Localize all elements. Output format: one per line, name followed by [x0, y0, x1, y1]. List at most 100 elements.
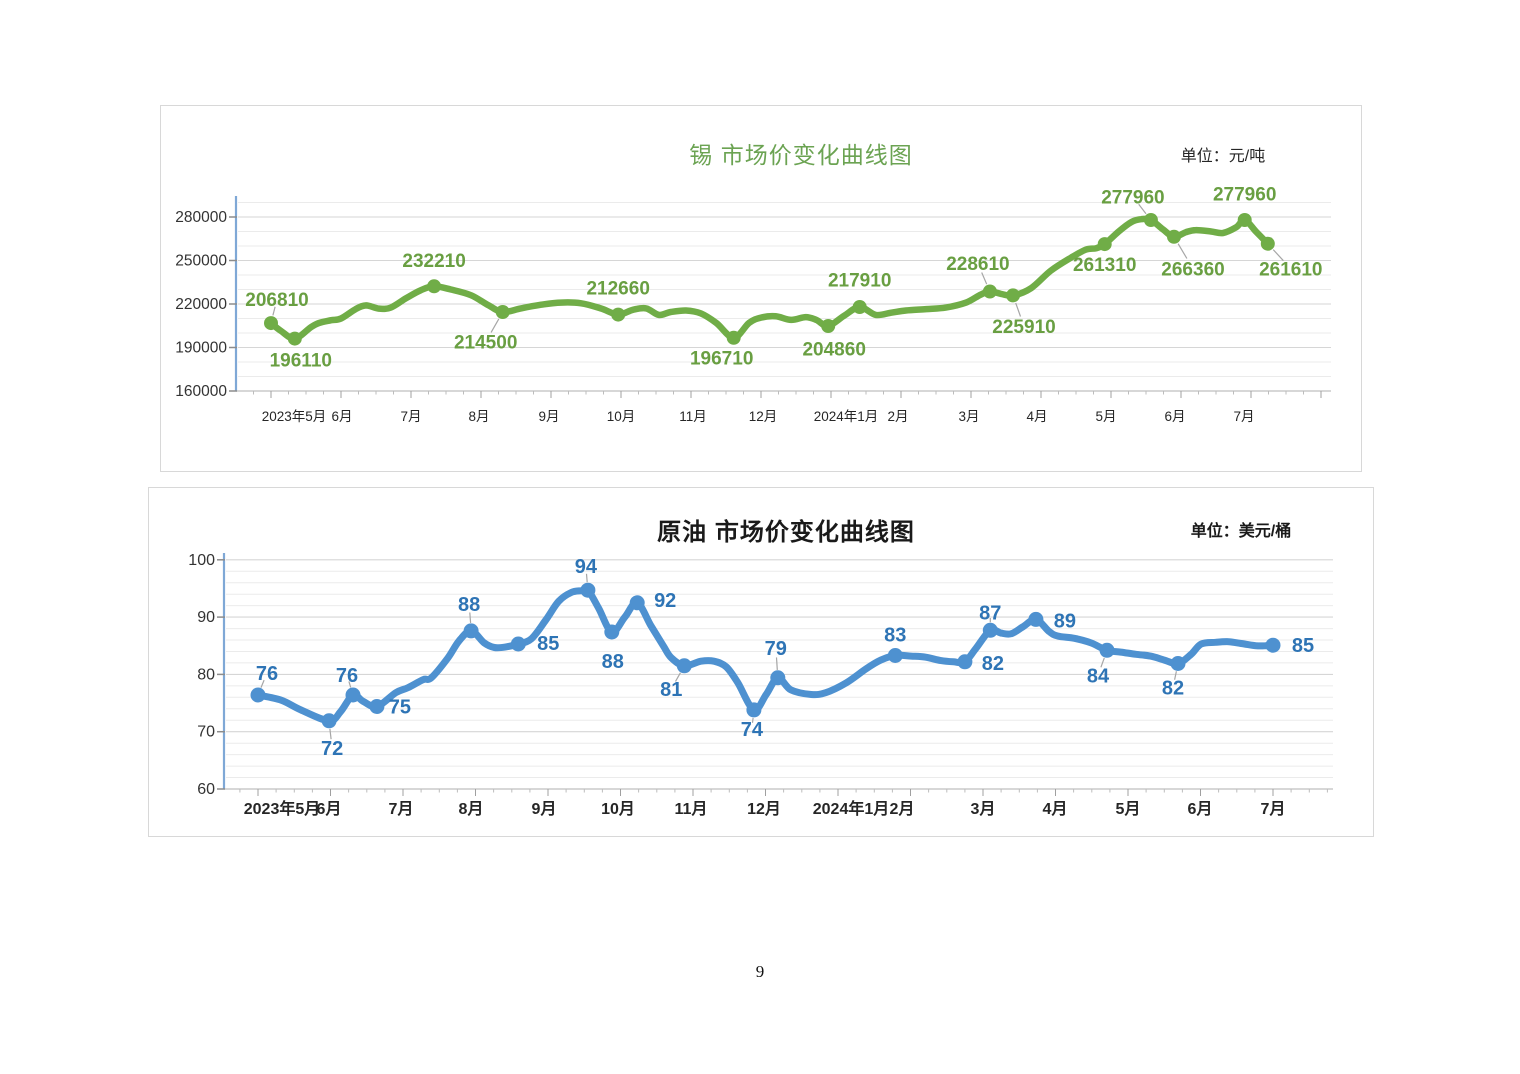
axes — [217, 553, 1333, 796]
x-axis-label: 8月 — [468, 409, 489, 424]
y-axis-label: 190000 — [175, 340, 227, 357]
data-point-marker — [369, 699, 385, 714]
label-leader-line — [1138, 203, 1147, 215]
label-leader-line — [490, 318, 500, 333]
label-leader-line — [1177, 243, 1188, 259]
x-axis-labels: 2023年5月 6月 7月 8月 9月 10月 11月 12月 2024年1月 2月 3月 4月 5月 6… — [262, 409, 1255, 424]
label-leaders — [272, 203, 1284, 333]
data-point-label: 204860 — [802, 340, 865, 361]
data-point-marker — [495, 305, 510, 319]
label-leader-line — [1272, 249, 1284, 262]
label-leader-line — [751, 717, 754, 723]
data-point-marker — [1237, 213, 1252, 227]
data-point-marker — [611, 307, 626, 322]
label-leader-line — [329, 728, 332, 740]
y-axis-label: 60 — [197, 781, 215, 798]
crude-unit-label: 单位：美元/桶 — [1190, 523, 1292, 540]
data-point-marker — [1260, 236, 1275, 251]
data-point-label: 277960 — [1101, 188, 1164, 209]
data-point-marker — [264, 316, 278, 331]
data-point-marker — [982, 622, 998, 638]
x-axis-label: 5月 — [1116, 800, 1141, 818]
y-axis-label: 160000 — [175, 383, 227, 400]
x-axis-label: 2024年1月 — [814, 409, 879, 424]
x-axis-label: 8月 — [459, 800, 484, 818]
axes — [229, 196, 1331, 398]
x-axis-label: 7月 — [389, 800, 414, 818]
data-labels: 76 72 76 75 88 85 94 88 92 81 74 79 83 82 87 89 84 82 85 — [256, 556, 1314, 760]
y-axis-label: 80 — [197, 666, 215, 683]
data-point-label: 225910 — [992, 317, 1055, 338]
data-point-marker — [1006, 288, 1020, 303]
data-point-marker — [287, 331, 302, 346]
y-axis-label: 70 — [197, 724, 215, 741]
data-point-label: 76 — [336, 665, 358, 687]
y-axis-label: 90 — [197, 609, 215, 626]
data-point-label: 82 — [982, 653, 1004, 675]
data-point-marker — [321, 713, 337, 729]
data-point-marker — [726, 330, 741, 345]
data-point-label: 72 — [321, 738, 343, 760]
x-axis-label: 3月 — [958, 409, 979, 424]
data-point-label: 82 — [1162, 678, 1184, 700]
label-leader-line — [272, 306, 276, 316]
tin-chart-canvas: 160000 190000 220000 250000 280000 2023年5月 6月 7… — [175, 185, 1331, 424]
data-point-marker — [250, 687, 266, 703]
data-point-marker — [676, 658, 692, 674]
data-point-label: 75 — [389, 697, 411, 719]
data-point-label: 89 — [1054, 610, 1076, 632]
label-leader-line — [674, 672, 681, 682]
y-axis-labels: 60 70 80 90 100 — [188, 552, 215, 798]
data-point-marker — [821, 319, 836, 333]
label-leaders — [260, 573, 1177, 740]
x-axis-label: 12月 — [749, 409, 778, 424]
y-axis-label: 100 — [188, 552, 215, 569]
data-point-label: 261310 — [1073, 255, 1136, 276]
data-point-label: 76 — [256, 663, 278, 685]
x-axis-label: 2023年5月 — [244, 799, 321, 818]
data-point-marker — [746, 702, 762, 718]
data-markers — [250, 582, 1281, 729]
data-point-label: 94 — [575, 556, 598, 578]
x-axis-label: 12月 — [747, 800, 781, 818]
x-axis-label: 11月 — [675, 800, 708, 818]
data-point-marker — [345, 687, 361, 703]
x-axis-label: 9月 — [532, 800, 557, 818]
data-point-label: 232210 — [402, 251, 465, 272]
data-point-marker — [852, 300, 867, 314]
data-labels: 206810 196110 232210 214500 212660 196710 2048… — [245, 185, 1322, 372]
x-axis-label: 10月 — [601, 800, 635, 818]
data-point-label: 228610 — [946, 254, 1009, 275]
data-point-label: 84 — [1087, 665, 1110, 687]
data-point-label: 87 — [979, 602, 1001, 624]
tin-price-chart: 160000 190000 220000 250000 280000 2023年5月 6月 7… — [160, 105, 1362, 472]
label-leader-line — [348, 681, 352, 688]
y-axis-label: 250000 — [175, 253, 227, 270]
x-axis-label: 6月 — [1164, 409, 1185, 424]
gridlines — [226, 559, 1333, 778]
data-point-label: 206810 — [245, 290, 308, 311]
data-point-marker — [427, 279, 442, 294]
data-point-marker — [1265, 637, 1281, 653]
data-point-marker — [1167, 229, 1181, 244]
x-axis-label: 2月 — [887, 409, 908, 424]
data-point-marker — [1097, 237, 1112, 252]
x-axis-label: 2月 — [890, 800, 915, 818]
x-axis-label: 2023年5月 — [262, 409, 327, 424]
x-axis-label: 6月 — [1188, 800, 1213, 818]
x-axis-label: 5月 — [1095, 409, 1116, 424]
price-curve — [267, 215, 1272, 342]
price-line — [267, 215, 1272, 342]
data-point-label: 214500 — [454, 333, 517, 354]
data-point-label: 217910 — [828, 271, 891, 292]
x-axis-label: 4月 — [1043, 800, 1068, 818]
data-point-marker — [580, 582, 596, 598]
data-point-label: 212660 — [586, 278, 649, 299]
label-leader-line — [775, 657, 778, 670]
tin-chart-title: 锡 市场价变化曲线图 — [689, 142, 913, 168]
data-point-label: 88 — [458, 594, 480, 616]
label-leader-line — [1015, 302, 1022, 317]
page-number: 9 — [755, 962, 765, 981]
data-point-label: 85 — [537, 633, 559, 655]
